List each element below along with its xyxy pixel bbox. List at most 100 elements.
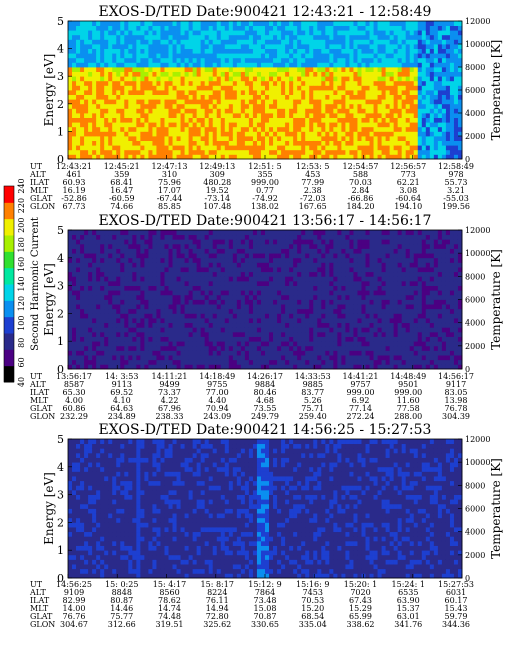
heatmap-cell (236, 99, 242, 105)
heatmap-cell (269, 350, 274, 356)
heatmap-cell (281, 34, 286, 40)
heatmap-cell (445, 122, 451, 128)
heatmap-cell (265, 276, 270, 282)
heatmap-cell (168, 322, 173, 328)
heatmap-cell (341, 99, 346, 105)
heatmap-cell (457, 103, 463, 109)
heatmap-cell (148, 350, 153, 356)
heatmap-cell (216, 308, 222, 314)
heatmap-cell (228, 131, 234, 137)
heatmap-cell (281, 359, 286, 365)
heatmap-cell (397, 67, 403, 72)
heatmap-cell (277, 336, 282, 342)
heatmap-cell (437, 21, 443, 26)
heatmap-cell (156, 359, 161, 365)
heatmap-cell (389, 34, 395, 40)
heatmap-cell (341, 71, 346, 77)
heatmap-cell (176, 136, 181, 141)
heatmap-cell (112, 299, 117, 305)
heatmap-cell (457, 76, 463, 82)
heatmap-cell (433, 103, 439, 109)
heatmap-cell (361, 80, 366, 86)
heatmap-cell (68, 57, 73, 63)
heatmap-cell (457, 113, 463, 118)
heatmap-cell (293, 154, 298, 160)
heatmap-cell (120, 149, 125, 155)
heatmap-cell (301, 90, 306, 95)
heatmap-cell (80, 67, 85, 72)
heatmap-cell (349, 113, 354, 118)
heatmap-cell (441, 131, 447, 137)
heatmap-cell (216, 341, 222, 347)
heatmap-cell (192, 80, 198, 86)
heatmap-cell (132, 294, 137, 300)
heatmap-cell (88, 294, 93, 300)
heatmap-cell (140, 80, 145, 86)
heatmap-cell (260, 113, 266, 118)
heatmap-cell (240, 145, 246, 151)
heatmap-cell (385, 136, 391, 141)
heatmap-cell (80, 355, 85, 361)
heatmap-cell (204, 350, 210, 356)
heatmap-cell (212, 248, 218, 254)
heatmap-cell (88, 30, 93, 36)
heatmap-cell (84, 71, 89, 77)
heatmap-cell (281, 149, 286, 155)
heatmap-cell (265, 30, 270, 36)
heatmap-cell (228, 103, 234, 109)
heatmap-cell (421, 131, 427, 137)
heatmap-cell (140, 313, 145, 319)
heatmap-cell (281, 290, 286, 296)
heatmap-cell (269, 271, 274, 277)
heatmap-cell (429, 154, 435, 160)
heatmap-cell (353, 57, 358, 63)
heatmap-cell (188, 80, 194, 86)
heatmap-cell (140, 359, 145, 365)
heatmap-cell (196, 113, 202, 118)
heatmap-cell (425, 71, 431, 77)
heatmap-cell (232, 359, 238, 365)
heatmap-cell (128, 30, 133, 36)
heatmap-cell (196, 108, 202, 114)
heatmap-cell (289, 71, 294, 77)
heatmap-cell (317, 48, 322, 54)
heatmap-cell (224, 364, 230, 370)
heatmap-cell (289, 76, 294, 82)
heatmap-cell (76, 113, 81, 118)
heatmap-cell (84, 39, 89, 45)
heatmap-cell (196, 257, 202, 263)
heatmap-cell (112, 271, 117, 277)
heatmap-cell (329, 108, 334, 114)
heatmap-cell (277, 117, 282, 123)
heatmap-cell (188, 108, 194, 114)
heatmap-cell (313, 253, 318, 259)
heatmap-cell (84, 53, 89, 59)
heatmap-cell (80, 331, 85, 337)
heatmap-cell (96, 99, 101, 105)
heatmap-cell (277, 230, 282, 236)
heatmap-cell (124, 327, 129, 333)
heatmap-cell (277, 80, 282, 86)
heatmap-cell (208, 355, 214, 361)
colorbar-tick-label: 60 (17, 357, 26, 367)
heatmap-cell (345, 99, 350, 105)
heatmap-cell (128, 290, 133, 296)
heatmap-cell (321, 290, 326, 296)
heatmap-cell (152, 67, 157, 72)
heatmap-cell (92, 39, 97, 45)
heatmap-cell (144, 21, 149, 26)
heatmap-cell (80, 76, 85, 82)
heatmap-cell (429, 94, 435, 100)
heatmap-cell (252, 230, 258, 236)
heatmap-cell (164, 90, 169, 95)
ephemeris-value: -72.03 (300, 194, 326, 203)
heatmap-cell (144, 345, 149, 351)
heatmap-cell (180, 80, 185, 86)
heatmap-cell (409, 99, 415, 105)
heatmap-cell (309, 122, 314, 128)
heatmap-cell (401, 53, 407, 59)
heatmap-cell (112, 140, 117, 146)
heatmap-cell (172, 62, 177, 68)
heatmap-cell (265, 285, 270, 291)
heatmap-cell (180, 350, 185, 356)
